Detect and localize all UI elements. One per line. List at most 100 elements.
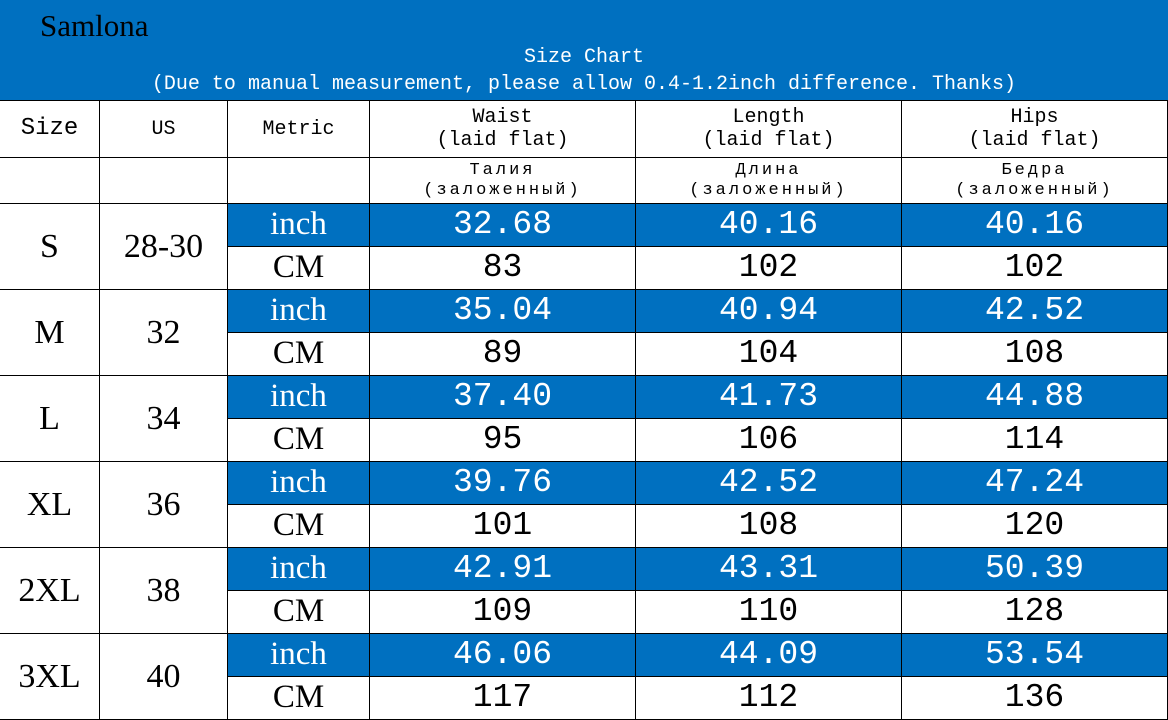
- size-cell: L: [0, 376, 100, 462]
- unit-cell: CM: [228, 247, 370, 290]
- measurement: 41.73: [718, 378, 819, 416]
- value-cell: 41.73: [636, 376, 902, 419]
- unit: CM: [272, 335, 325, 372]
- value-cell: 102: [636, 247, 902, 290]
- unit: CM: [272, 679, 325, 716]
- us-cell: 36: [100, 462, 228, 548]
- measurement: 102: [1004, 249, 1065, 287]
- measurement: 108: [738, 507, 799, 545]
- column-header: Size: [0, 101, 100, 158]
- measurement: 40.16: [718, 206, 819, 244]
- column-header: Metric: [228, 101, 370, 158]
- unit: inch: [270, 378, 327, 415]
- unit-cell: CM: [228, 677, 370, 720]
- chart-title: Size Chart: [523, 46, 645, 69]
- value-cell: 117: [370, 677, 636, 720]
- column-header-ru: Бедра (заложенный): [902, 158, 1168, 204]
- column-header-ru: Талия (заложенный): [370, 158, 636, 204]
- measurement: 47.24: [984, 464, 1085, 502]
- size-cell: 3XL: [0, 634, 100, 720]
- column-header-ru: [100, 158, 228, 204]
- measurement: 44.88: [984, 378, 1085, 416]
- header-line: (laid flat): [702, 129, 835, 152]
- unit: inch: [270, 292, 327, 329]
- unit-cell: inch: [228, 462, 370, 505]
- measurement: 32.68: [452, 206, 553, 244]
- value-cell: 32.68: [370, 204, 636, 247]
- value-cell: 42.52: [636, 462, 902, 505]
- value-cell: 102: [902, 247, 1168, 290]
- measurement: 40.94: [718, 292, 819, 330]
- measurement: 37.40: [452, 378, 553, 416]
- header-line: US: [151, 117, 176, 141]
- brand: Samlona: [40, 8, 149, 43]
- header-line-ru: (заложенный): [689, 180, 848, 200]
- measurement: 114: [1004, 421, 1065, 459]
- measurement: 43.31: [718, 550, 819, 588]
- column-header: US: [100, 101, 228, 158]
- measurement: 102: [738, 249, 799, 287]
- header-line: Length: [732, 106, 805, 129]
- header-line: Metric: [262, 117, 335, 141]
- measurement: 42.91: [452, 550, 553, 588]
- value-cell: 104: [636, 333, 902, 376]
- us-cell: 32: [100, 290, 228, 376]
- unit: CM: [272, 593, 325, 630]
- value-cell: 40.16: [902, 204, 1168, 247]
- unit-cell: inch: [228, 634, 370, 677]
- column-header: Hips (laid flat): [902, 101, 1168, 158]
- unit-cell: inch: [228, 290, 370, 333]
- size: XL: [26, 485, 73, 523]
- us-size: 38: [146, 571, 181, 609]
- header-line-ru: Талия: [469, 160, 536, 180]
- value-cell: 46.06: [370, 634, 636, 677]
- measurement: 50.39: [984, 550, 1085, 588]
- unit: inch: [270, 636, 327, 673]
- measurement: 117: [472, 679, 533, 717]
- value-cell: 120: [902, 505, 1168, 548]
- value-cell: 40.16: [636, 204, 902, 247]
- measurement: 110: [738, 593, 799, 631]
- us-cell: 28-30: [100, 204, 228, 290]
- unit: CM: [272, 249, 325, 286]
- value-cell: 108: [902, 333, 1168, 376]
- value-cell: 136: [902, 677, 1168, 720]
- unit-cell: inch: [228, 204, 370, 247]
- value-cell: 42.52: [902, 290, 1168, 333]
- value-cell: 101: [370, 505, 636, 548]
- value-cell: 35.04: [370, 290, 636, 333]
- size-cell: S: [0, 204, 100, 290]
- unit-cell: CM: [228, 591, 370, 634]
- size-cell: XL: [0, 462, 100, 548]
- measurement: 42.52: [718, 464, 819, 502]
- us-cell: 34: [100, 376, 228, 462]
- value-cell: 44.09: [636, 634, 902, 677]
- us-size: 34: [146, 399, 181, 437]
- measurement: 112: [738, 679, 799, 717]
- measurement: 35.04: [452, 292, 553, 330]
- header-line: (laid flat): [968, 129, 1101, 152]
- unit: inch: [270, 206, 327, 243]
- us-size: 28-30: [123, 227, 204, 265]
- value-cell: 89: [370, 333, 636, 376]
- size-table: Size US Metric Waist (laid flat) Талия (заложе…: [0, 100, 1168, 720]
- measurement: 53.54: [984, 636, 1085, 674]
- measurement: 136: [1004, 679, 1065, 717]
- value-cell: 114: [902, 419, 1168, 462]
- size: 3XL: [18, 657, 81, 695]
- unit: CM: [272, 507, 325, 544]
- value-cell: 39.76: [370, 462, 636, 505]
- column-header: Waist (laid flat): [370, 101, 636, 158]
- header-line-ru: Длина: [735, 160, 802, 180]
- note: (Due to manual measurement, please allow…: [151, 73, 1017, 96]
- measurement: 101: [472, 507, 533, 545]
- value-cell: 37.40: [370, 376, 636, 419]
- unit-cell: CM: [228, 419, 370, 462]
- unit: inch: [270, 464, 327, 501]
- value-cell: 108: [636, 505, 902, 548]
- value-cell: 50.39: [902, 548, 1168, 591]
- measurement: 46.06: [452, 636, 553, 674]
- measurement: 128: [1004, 593, 1065, 631]
- value-cell: 42.91: [370, 548, 636, 591]
